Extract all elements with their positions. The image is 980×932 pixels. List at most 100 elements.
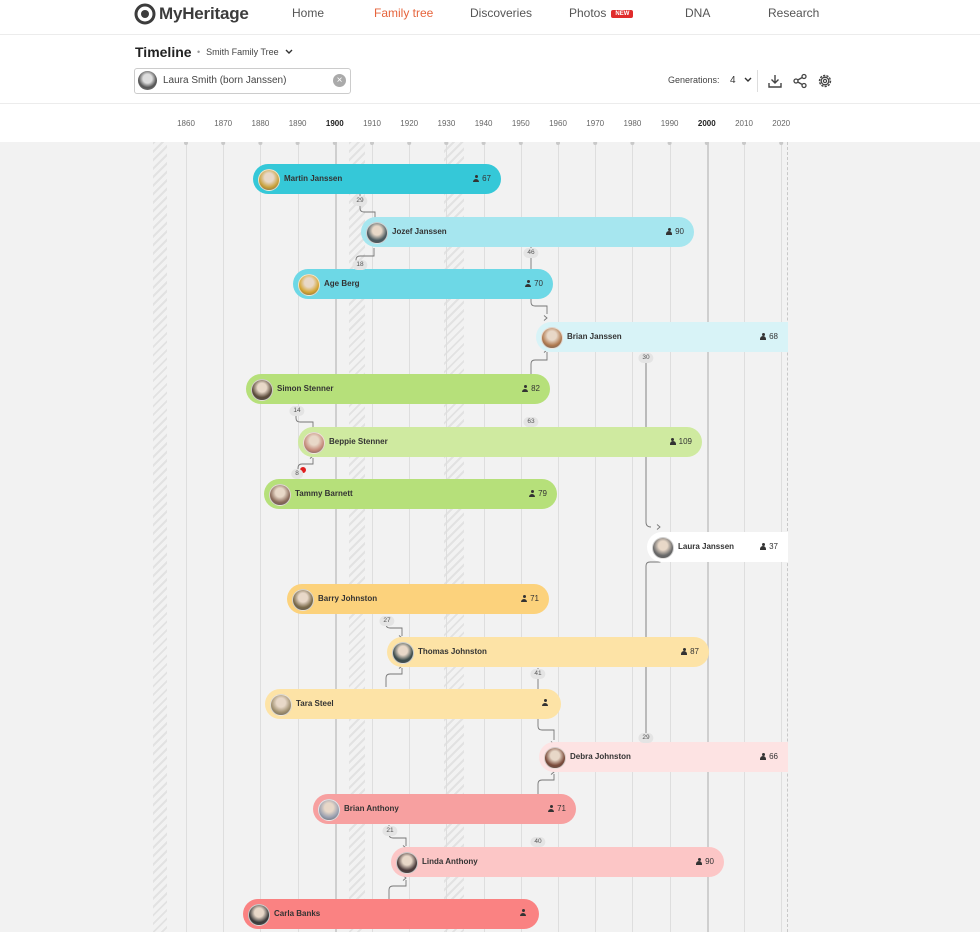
parent-connector <box>530 246 548 314</box>
avatar <box>298 274 320 296</box>
year-tick-label: 1960 <box>549 119 567 128</box>
person-bar[interactable]: Tammy Barnett 79 <box>264 479 557 509</box>
year-grid-dot <box>295 142 300 145</box>
person-icon <box>669 437 676 445</box>
year-tick-label: 1950 <box>511 119 530 128</box>
person-icon <box>522 385 529 392</box>
year-grid-dot <box>779 142 784 145</box>
parent-connector <box>645 354 652 528</box>
separator-dot: • <box>197 47 201 57</box>
nav-home[interactable]: Home <box>292 6 325 20</box>
avatar <box>396 851 418 874</box>
nav-photos[interactable]: Photos NEW <box>569 6 634 20</box>
parent-connector <box>388 880 407 900</box>
toolbar-divider <box>757 70 758 92</box>
person-search-field[interactable]: Laura Smith (born Janssen) × <box>134 68 351 94</box>
nav-dna[interactable]: DNA <box>685 6 711 20</box>
person-bar[interactable]: Age Berg 70 <box>293 269 553 299</box>
timeline-axis: 1860 1870 1880 1890 1900 1910 1920 1930 1940 1950… <box>0 103 980 143</box>
person-bar[interactable]: Tara Steel <box>265 689 561 719</box>
generations-label: Generations: <box>668 75 720 85</box>
parent-connector <box>645 554 661 742</box>
age-value: 68 <box>769 331 778 341</box>
settings-icon[interactable] <box>817 73 833 89</box>
person-icon <box>681 647 688 655</box>
year-grid-dot <box>221 142 226 145</box>
avatar <box>292 589 314 611</box>
connector-arrow <box>656 524 661 530</box>
parent-age-label: 40 <box>530 837 546 847</box>
year-grid-dot <box>742 142 746 145</box>
year-tick-label: 1980 <box>623 119 642 128</box>
person-bar[interactable]: Debra Johnston 66 <box>539 741 788 772</box>
year-tick-label: 1890 <box>288 119 307 128</box>
person-age: 71 <box>521 594 539 603</box>
parent-age-label: 41 <box>530 669 546 679</box>
parent-age-label: 18 <box>352 260 368 270</box>
connector-arrow <box>543 315 548 321</box>
clear-icon[interactable]: × <box>333 74 346 87</box>
parent-age-label: 27 <box>379 616 395 626</box>
person-age: 70 <box>525 279 543 288</box>
year-tick-label: 1880 <box>251 119 270 128</box>
parent-connector <box>385 668 403 687</box>
year-grid-dot <box>370 142 374 145</box>
share-icon[interactable] <box>792 73 808 89</box>
year-grid-line <box>334 142 337 932</box>
person-bar[interactable]: Laura Janssen 37 <box>647 531 788 562</box>
person-bar[interactable]: Martin Janssen 67 <box>253 164 501 194</box>
person-bar[interactable]: Linda Anthony 90 <box>391 846 724 877</box>
person-age <box>542 699 551 706</box>
year-grid-line <box>632 142 634 932</box>
year-grid-line <box>483 142 485 932</box>
parent-connector <box>537 668 555 740</box>
age-value: 87 <box>690 646 699 656</box>
hatched-band <box>444 142 464 932</box>
parent-age-label: 30 <box>638 353 654 363</box>
year-tick-label: 1900 <box>325 119 344 128</box>
person-bar[interactable]: Brian Anthony 71 <box>313 794 576 824</box>
person-icon <box>529 490 536 497</box>
person-bar[interactable]: Barry Johnston 71 <box>287 584 549 614</box>
year-grid-dot <box>332 142 337 145</box>
nav-research[interactable]: Research <box>768 6 820 20</box>
hatched-band <box>153 142 167 932</box>
parent-connector <box>295 406 314 430</box>
nav-family-tree[interactable]: Family tree <box>374 6 434 20</box>
nav-photos-label: Photos <box>569 6 607 20</box>
person-bar[interactable]: Beppie Stenner 109 <box>298 426 702 457</box>
person-icon <box>473 175 480 182</box>
parent-age-label: 8 <box>291 469 303 479</box>
search-value: Laura Smith (born Janssen) <box>163 75 287 86</box>
year-grid-dot <box>630 142 635 145</box>
avatar <box>251 379 273 401</box>
age-value: 90 <box>675 226 684 236</box>
page-title: Timeline <box>135 44 192 60</box>
year-tick-label: 1970 <box>586 119 605 128</box>
age-value: 82 <box>531 384 540 393</box>
tree-selector[interactable]: • Smith Family Tree <box>197 47 293 57</box>
age-value: 71 <box>530 594 539 603</box>
avatar <box>303 431 325 454</box>
avatar <box>270 694 292 716</box>
year-grid-dot <box>444 142 449 145</box>
tree-name: Smith Family Tree <box>206 47 279 57</box>
download-icon[interactable] <box>767 73 783 89</box>
parent-age-label: 29 <box>638 733 654 743</box>
parent-age-label: 29 <box>352 196 368 206</box>
person-bar[interactable]: Brian Janssen 68 <box>536 321 788 352</box>
nav-discoveries[interactable]: Discoveries <box>470 6 533 20</box>
person-bar[interactable]: Simon Stenner 82 <box>246 374 550 404</box>
myheritage-logo[interactable]: MyHeritage <box>134 3 249 25</box>
generations-selector[interactable]: Generations: 4 <box>668 75 752 86</box>
person-bar[interactable]: Thomas Johnston 87 <box>387 636 709 667</box>
person-icon <box>760 542 767 550</box>
person-bar[interactable]: Jozef Janssen 90 <box>361 216 694 247</box>
year-grid-line <box>409 142 411 932</box>
myheritage-logo-icon <box>134 3 156 25</box>
avatar <box>544 746 566 769</box>
person-bar[interactable]: Carla Banks <box>243 899 539 929</box>
person-age: 109 <box>669 437 692 446</box>
parent-age-label: 46 <box>523 248 539 258</box>
year-tick-label: 1920 <box>400 119 419 128</box>
